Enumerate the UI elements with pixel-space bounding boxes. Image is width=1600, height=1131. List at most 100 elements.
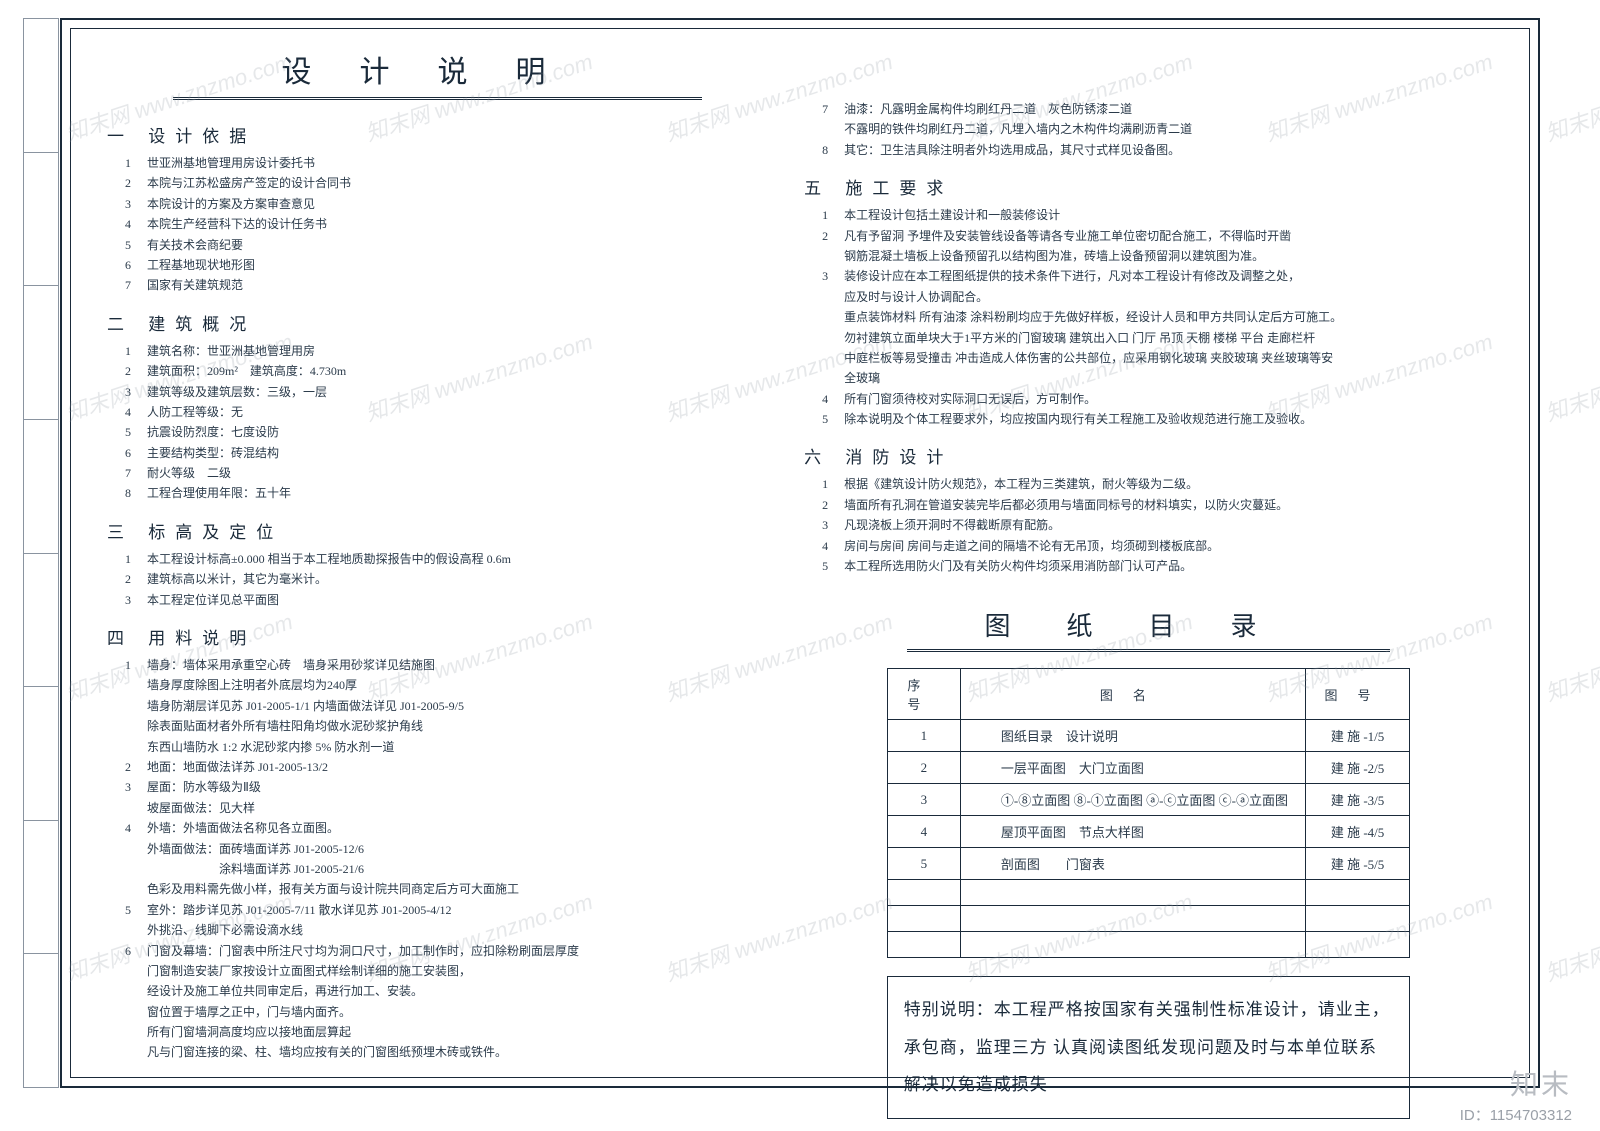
toc-cell: 2 [887,752,960,784]
spec-item: 1建筑名称：世亚洲基地管理用房 [125,341,768,361]
toc-table: 序号图名图号 1图纸目录 设计说明建 施 -1/52一层平面图 大门立面图建 施… [887,668,1411,958]
spec-item: 7油漆：凡露明金属构件均刷红丹二道 灰色防锈漆二道 [822,99,1493,119]
brand-logo: 知末 [1510,1063,1572,1103]
section-title: 二 建筑概况 [107,310,768,335]
toc-row: 5剖面图 门窗表建 施 -5/5 [887,848,1410,880]
spec-item: 3本工程定位详见总平面图 [125,590,768,610]
section-title: 三 标高及定位 [107,518,768,543]
spec-item: 1本工程设计标高±0.000 相当于本工程地质勘探报告中的假设高程 0.6m [125,549,768,569]
section-title: 一 设计依据 [107,122,768,147]
spec-item: 2建筑标高以米计，其它为毫米计。 [125,569,768,589]
spec-item: 4所有门窗须待校对实际洞口无误后，方可制作。 [822,389,1493,409]
toc-header: 图名 [960,669,1305,720]
toc-cell: 5 [887,848,960,880]
toc-row: 2一层平面图 大门立面图建 施 -2/5 [887,752,1410,784]
spec-subline: 经设计及施工单位共同审定后，再进行加工、安装。 [147,981,768,1001]
toc-row: 3①-⑧立面图 ⑧-①立面图 ⓐ-ⓒ立面图 ⓒ-ⓐ立面图建 施 -3/5 [887,784,1410,816]
spec-subline: 门窗制造安装厂家按设计立面图式样绘制详细的施工安装图， [147,961,768,981]
spec-subline: 色彩及用料需先做小样，报有关方面与设计院共同商定后方可大面施工 [147,879,768,899]
section-title: 六 消防设计 [804,443,1493,468]
toc-cell: 建 施 -5/5 [1305,848,1410,880]
spec-item: 6工程基地现状地形图 [125,255,768,275]
spec-item: 6主要结构类型：砖混结构 [125,443,768,463]
watermark: 知末网 www.znzmo.com [1541,884,1600,988]
special-notice: 特别说明：本工程严格按国家有关强制性标准设计，请业主，承包商，监理三方 认真阅读… [887,976,1411,1118]
watermark: 知末网 www.znzmo.com [1541,44,1600,148]
toc-cell: 剖面图 门窗表 [960,848,1305,880]
spec-item: 2地面：地面做法详苏 J01-2005-13/2 [125,757,768,777]
spec-subline: 除表面贴面材者外所有墙柱阳角均做水泥砂浆护角线 [147,716,768,736]
spec-item: 2墙面所有孔洞在管道安装完毕后都必须用与墙面同标号的材料填实，以防火灾蔓延。 [822,495,1493,515]
spec-item: 2建筑面积：209m² 建筑高度：4.730m [125,361,768,381]
spec-subline: 应及时与设计人协调配合。 [844,287,1493,307]
toc-row: 1图纸目录 设计说明建 施 -1/5 [887,720,1410,752]
toc-cell: 建 施 -3/5 [1305,784,1410,816]
toc-cell: 建 施 -1/5 [1305,720,1410,752]
spec-item: 8工程合理使用年限：五十年 [125,483,768,503]
spec-subline: 窗位置于墙厚之正中，门与墙内面齐。 [147,1002,768,1022]
toc-cell: 建 施 -2/5 [1305,752,1410,784]
spec-item: 2本院与江苏松盛房产签定的设计合同书 [125,173,768,193]
page-title: 设计说明 [173,47,702,100]
spec-subline: 外墙面做法：面砖墙面详苏 J01-2005-12/6 [147,839,768,859]
spec-subline: 墙身防潮层详见苏 J01-2005-1/1 内墙面做法详见 J01-2005-9… [147,696,768,716]
watermark: 知末网 www.znzmo.com [1541,324,1600,428]
spec-item: 4房间与房间 房间与走道之间的隔墙不论有无吊顶，均须砌到楼板底部。 [822,536,1493,556]
spec-item: 1根据《建筑设计防火规范》，本工程为三类建筑，耐火等级为二级。 [822,474,1493,494]
spec-subline: 不露明的铁件均刷红丹二道，凡埋入墙内之木构件均满刷沥青二道 [844,119,1493,139]
spec-subline: 所有门窗墙洞高度均应以接地面层算起 [147,1022,768,1042]
left-column: 设计说明 一 设计依据 1世亚洲基地管理用房设计委托书2本院与江苏松盛房产签定的设… [107,47,786,1059]
spec-subline: 坡屋面做法：见大样 [147,798,768,818]
toc-cell: ①-⑧立面图 ⑧-①立面图 ⓐ-ⓒ立面图 ⓒ-ⓐ立面图 [960,784,1305,816]
toc-row-blank [887,880,1410,906]
right-column: 7油漆：凡露明金属构件均刷红丹二道 灰色防锈漆二道不露明的铁件均刷红丹二道，凡埋… [786,47,1493,1059]
spec-item: 3建筑等级及建筑层数：三级，一层 [125,382,768,402]
spec-item: 5室外：踏步详见苏 J01-2005-7/11 散水详见苏 J01-2005-4… [125,900,768,920]
spec-item: 4外墙：外墙面做法名称见各立面图。 [125,818,768,838]
toc-row-blank [887,906,1410,932]
spec-item: 3凡现浇板上须开洞时不得截断原有配筋。 [822,515,1493,535]
toc-cell: 4 [887,816,960,848]
spec-subline: 东西山墙防水 1:2 水泥砂浆内掺 5% 防水剂一道 [147,737,768,757]
drawing-inner-border: 设计说明 一 设计依据 1世亚洲基地管理用房设计委托书2本院与江苏松盛房产签定的设… [70,28,1530,1078]
document-id: ID：1154703312 [1460,1104,1572,1125]
spec-item: 1墙身：墙体采用承重空心砖 墙身采用砂浆详见结施图 [125,655,768,675]
spec-subline: 外挑沿、线脚下必需设滴水线 [147,920,768,940]
toc-cell: 3 [887,784,960,816]
spec-item: 5有关技术会商纪要 [125,235,768,255]
spec-subline: 钢筋混凝土墙板上设备预留孔以结构图为准，砖墙上设备预留洞以建筑图为准。 [844,246,1493,266]
spec-subline: 重点装饰材料 所有油漆 涂料粉刷均应于先做好样板，经设计人员和甲方共同认定后方可… [844,307,1493,327]
spec-item: 3本院设计的方案及方案审查意见 [125,194,768,214]
spec-item: 5本工程所选用防火门及有关防火构件均须采用消防部门认可产品。 [822,556,1493,576]
spec-subline: 涂料墙面详苏 J01-2005-21/6 [147,859,768,879]
spec-item: 5抗震设防烈度：七度设防 [125,422,768,442]
spec-item: 7耐火等级 二级 [125,463,768,483]
binding-strip [23,18,59,1088]
spec-item: 1世亚洲基地管理用房设计委托书 [125,153,768,173]
section-title: 五 施工要求 [804,174,1493,199]
spec-item: 3屋面：防水等级为Ⅱ级 [125,777,768,797]
toc-cell: 一层平面图 大门立面图 [960,752,1305,784]
spec-item: 8其它：卫生洁具除注明者外均选用成品，其尺寸式样见设备图。 [822,140,1493,160]
spec-item: 4本院生产经营科下达的设计任务书 [125,214,768,234]
toc-cell: 图纸目录 设计说明 [960,720,1305,752]
spec-item: 2凡有予留洞 予埋件及安装管线设备等请各专业施工单位密切配合施工，不得临时开凿 [822,226,1493,246]
section-title: 四 用料说明 [107,624,768,649]
spec-item: 4人防工程等级：无 [125,402,768,422]
spec-item: 1本工程设计包括土建设计和一般装修设计 [822,205,1493,225]
toc-cell: 建 施 -4/5 [1305,816,1410,848]
spec-item: 5除本说明及个体工程要求外，均应按国内现行有关工程施工及验收规范进行施工及验收。 [822,409,1493,429]
spec-subline: 全玻璃 [844,368,1493,388]
spec-subline: 墙身厚度除图上注明者外底层均为240厚 [147,675,768,695]
spec-item: 3装修设计应在本工程图纸提供的技术条件下进行，凡对本工程设计有修改及调整之处， [822,266,1493,286]
spec-item: 7国家有关建筑规范 [125,275,768,295]
spec-subline: 勿衬建筑立面单块大于1平方米的门窗玻璃 建筑出入口 门厅 吊顶 天棚 楼梯 平台… [844,328,1493,348]
toc-cell: 1 [887,720,960,752]
toc-cell: 屋顶平面图 节点大样图 [960,816,1305,848]
spec-item: 6门窗及幕墙：门窗表中所注尺寸均为洞口尺寸，加工制作时，应扣除粉刷面层厚度 [125,941,768,961]
spec-subline: 中庭栏板等易受撞击 冲击造成人体伤害的公共部位，应采用钢化玻璃 夹胶玻璃 夹丝玻… [844,348,1493,368]
toc-header: 图号 [1305,669,1410,720]
toc-row: 4屋顶平面图 节点大样图建 施 -4/5 [887,816,1410,848]
watermark: 知末网 www.znzmo.com [1541,604,1600,708]
toc-title: 图纸目录 [907,606,1389,652]
